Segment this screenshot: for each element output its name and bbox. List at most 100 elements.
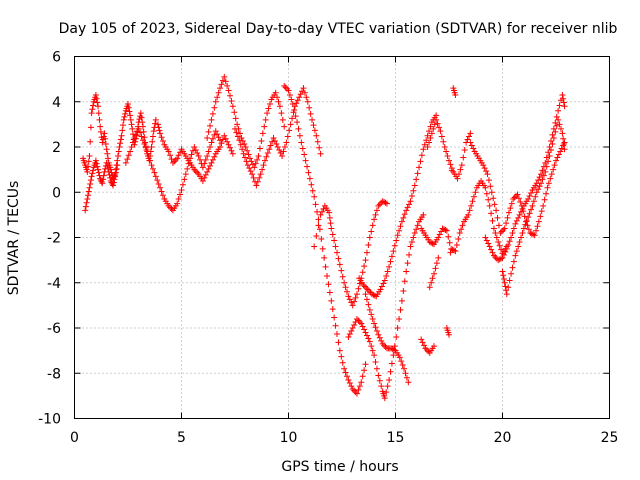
data-point — [273, 140, 280, 147]
data-point — [542, 159, 549, 166]
data-point — [152, 116, 159, 123]
data-point — [294, 119, 301, 126]
data-point — [381, 342, 388, 349]
data-point — [526, 193, 533, 200]
data-point — [561, 139, 568, 146]
data-point — [154, 177, 161, 184]
data-point — [421, 342, 428, 349]
data-point — [433, 260, 440, 267]
x-tick-label: 20 — [494, 430, 512, 446]
y-tick-label: -6 — [47, 321, 61, 337]
data-point — [535, 177, 542, 184]
data-point — [181, 176, 188, 183]
data-point — [438, 133, 445, 140]
data-point — [225, 87, 232, 94]
data-point — [544, 184, 551, 191]
data-point — [89, 170, 96, 177]
data-point — [413, 176, 420, 183]
data-point — [435, 254, 442, 261]
data-point — [271, 137, 278, 144]
data-point — [115, 153, 122, 160]
data-point — [217, 85, 224, 92]
data-point — [464, 136, 471, 143]
data-point — [240, 150, 247, 157]
y-tick-label: -4 — [47, 276, 61, 292]
data-point — [482, 234, 489, 241]
data-point — [209, 156, 216, 163]
data-point — [513, 217, 520, 224]
data-point — [404, 260, 411, 267]
data-point — [488, 210, 495, 217]
data-point — [299, 145, 306, 152]
data-point — [443, 148, 450, 155]
data-point — [547, 175, 554, 182]
data-point — [244, 147, 251, 154]
series-track-l — [418, 336, 438, 356]
data-point — [326, 209, 333, 216]
data-point — [284, 133, 291, 140]
data-point — [516, 239, 523, 246]
data-point — [433, 116, 440, 123]
data-point — [300, 85, 307, 92]
data-point — [361, 263, 368, 270]
data-point — [351, 387, 358, 394]
data-point — [125, 101, 131, 108]
data-point — [404, 204, 411, 211]
data-point — [461, 147, 468, 154]
data-point — [561, 103, 568, 110]
data-point — [520, 225, 527, 232]
data-point — [177, 191, 184, 198]
data-point — [349, 386, 356, 393]
data-point — [249, 161, 256, 168]
data-point — [383, 389, 390, 396]
data-point — [489, 217, 496, 224]
data-point — [493, 207, 500, 214]
data-point — [114, 162, 121, 169]
data-point — [457, 166, 464, 173]
data-point — [366, 306, 373, 313]
data-point — [499, 254, 506, 261]
data-point — [533, 227, 540, 234]
data-point — [423, 346, 430, 353]
data-point — [510, 196, 517, 203]
y-tick-label: 0 — [52, 185, 61, 201]
data-point — [503, 287, 510, 294]
data-point — [270, 134, 277, 141]
data-point — [234, 121, 241, 128]
data-point — [115, 148, 122, 155]
data-point — [154, 121, 161, 128]
data-point — [540, 172, 547, 179]
data-point — [182, 171, 189, 178]
data-point — [138, 133, 145, 140]
data-point — [525, 214, 532, 221]
data-point — [298, 139, 305, 146]
data-point — [519, 229, 526, 236]
data-point — [503, 245, 510, 252]
data-point — [465, 211, 472, 218]
data-point — [254, 178, 261, 185]
data-point — [560, 135, 567, 142]
data-point — [127, 116, 134, 123]
data-point — [396, 354, 403, 361]
data-point — [417, 158, 424, 165]
data-point — [405, 379, 412, 386]
data-point — [159, 137, 166, 144]
data-point — [291, 107, 298, 114]
data-point — [431, 343, 438, 350]
data-point — [557, 148, 564, 155]
data-point — [142, 144, 149, 151]
data-point — [281, 144, 288, 150]
data-point — [259, 130, 266, 137]
data-point — [355, 317, 362, 324]
data-point — [560, 140, 567, 147]
series-track-r — [482, 91, 568, 264]
data-point — [508, 270, 515, 277]
data-point — [502, 248, 509, 255]
data-point — [470, 145, 477, 152]
data-point — [546, 153, 553, 160]
data-point — [534, 223, 541, 230]
data-point — [184, 165, 191, 172]
data-point — [458, 162, 465, 169]
data-point — [507, 205, 514, 212]
data-point — [371, 320, 378, 327]
